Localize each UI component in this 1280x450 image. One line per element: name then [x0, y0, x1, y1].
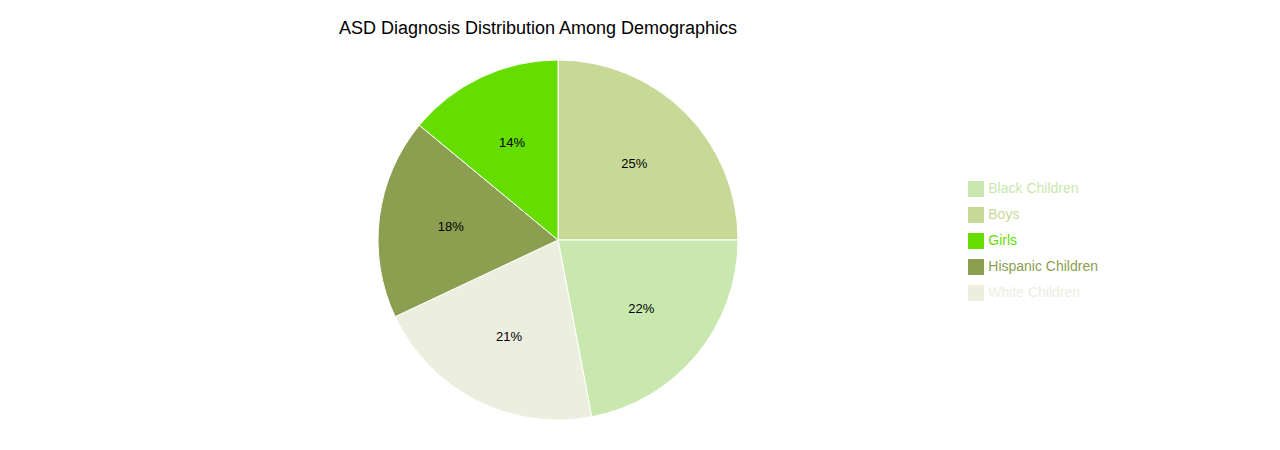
html-text:White Children: White Children	[988, 284, 1081, 300]
svg-text:21%: 21%	[496, 329, 522, 344]
html-text:ASD Diagnosis Distribution Amo: ASD Diagnosis Distribution Among Demogra…	[338, 18, 738, 38]
html-text:Hispanic Children: Hispanic Children	[988, 258, 1098, 274]
svg-text:22%: 22%	[628, 301, 654, 316]
svg-text:25%: 25%	[621, 156, 647, 171]
html-text:Girls: Girls	[988, 232, 1018, 248]
svg-text:14%: 14%	[499, 135, 525, 150]
html-text:Boys: Boys	[988, 206, 1020, 222]
svg-text:18%: 18%	[438, 219, 464, 234]
html-text:Black Children: Black Children	[988, 180, 1079, 196]
